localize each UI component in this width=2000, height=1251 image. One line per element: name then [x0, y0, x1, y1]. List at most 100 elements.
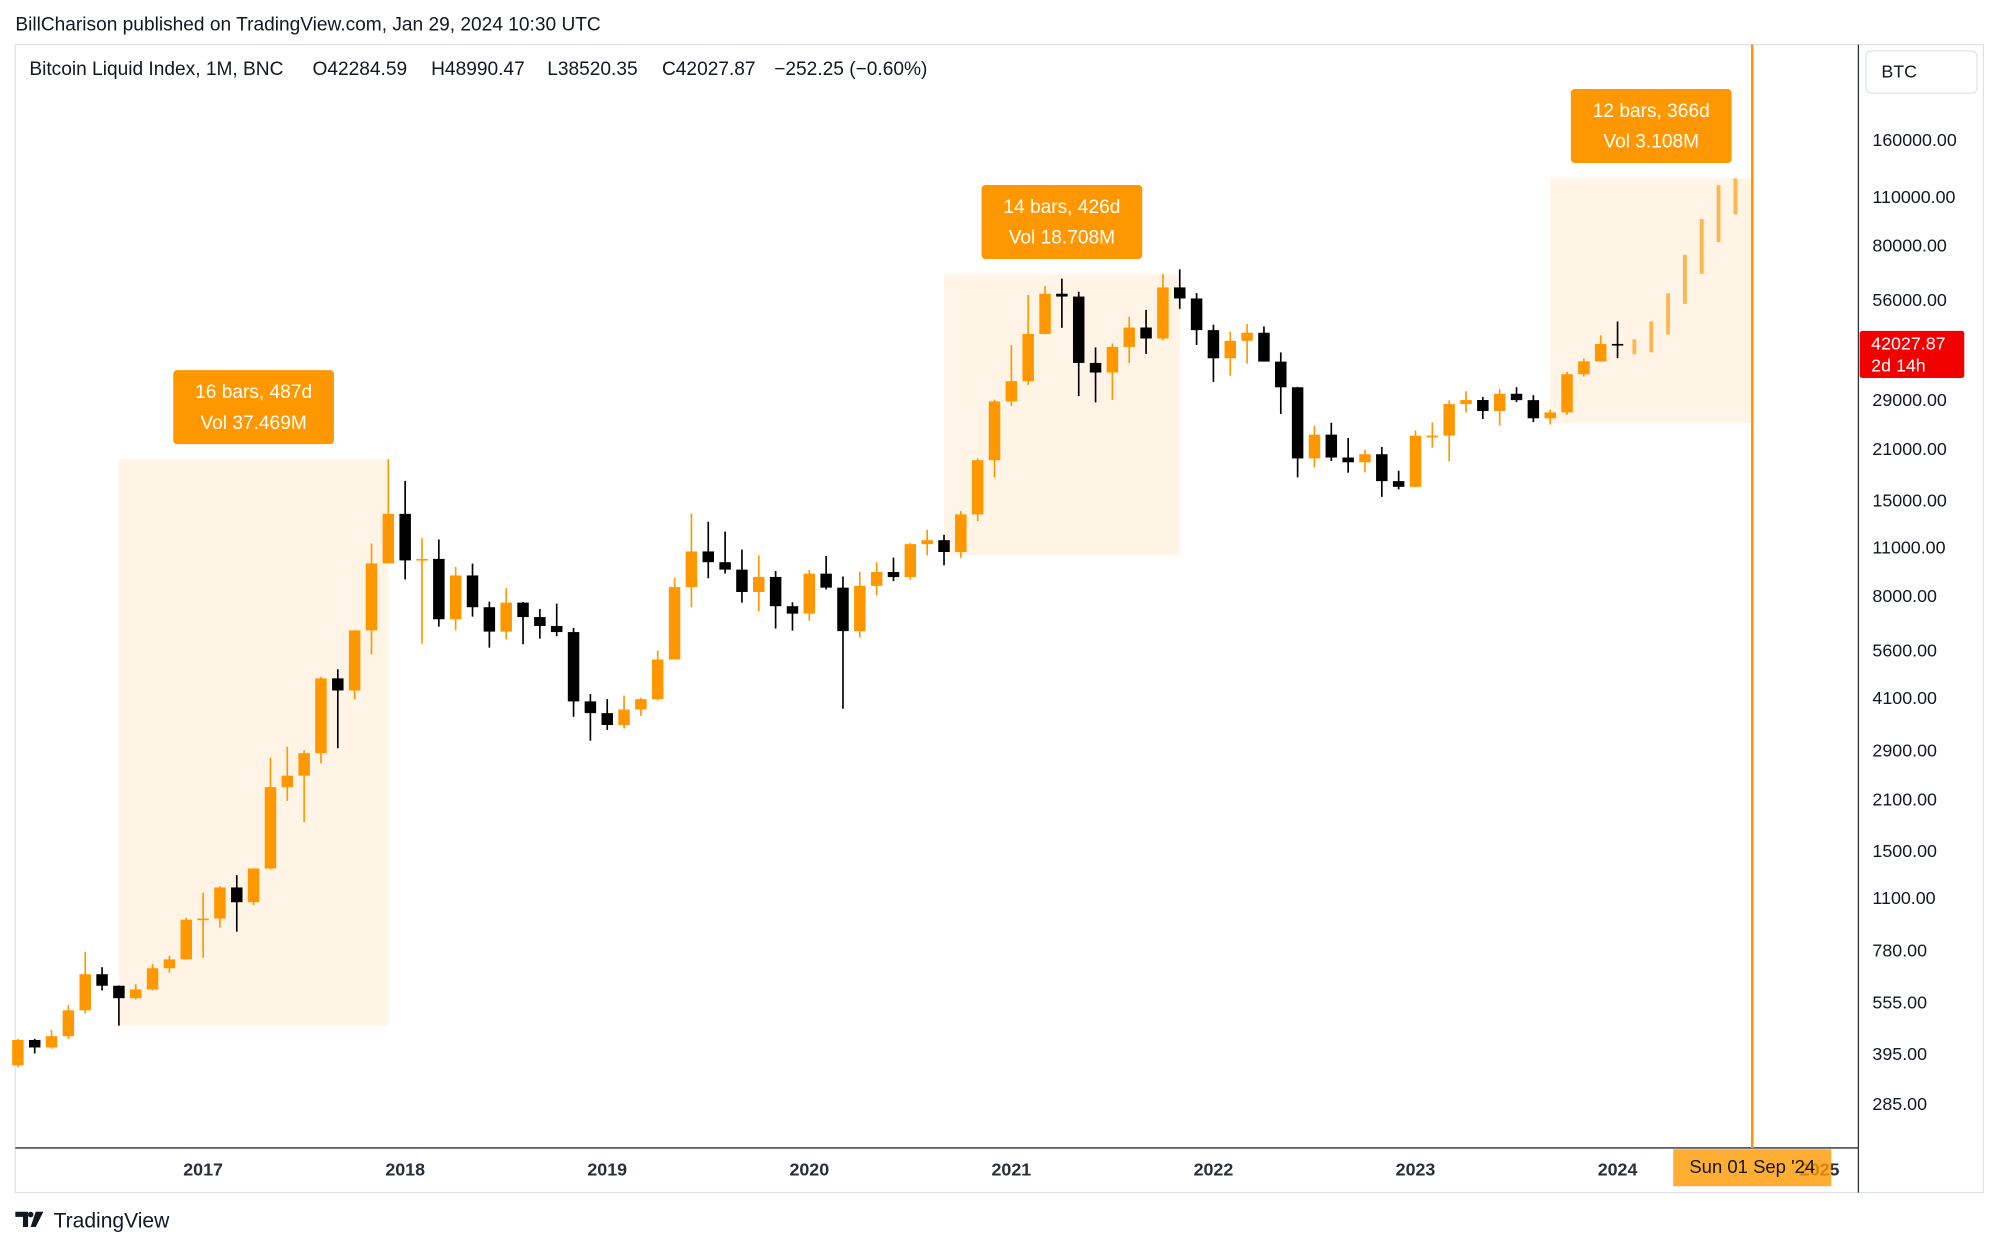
candle-body — [1258, 332, 1270, 362]
candle-body — [988, 401, 1001, 461]
candle-body — [1325, 434, 1338, 458]
projection-bar — [1666, 293, 1670, 335]
countdown-label: 2d 14h — [1871, 355, 1926, 375]
candle-body — [483, 607, 496, 632]
candle-body — [534, 617, 546, 626]
range-bars-label: 14 bars, 426d — [1003, 197, 1120, 218]
candle-body — [921, 540, 933, 545]
candle-body — [1056, 293, 1068, 297]
candle-body — [938, 540, 950, 552]
candle-body — [1443, 404, 1455, 436]
candle-body — [820, 573, 832, 588]
projection-bar — [1649, 321, 1654, 353]
range-label-box — [173, 370, 334, 445]
projection-bar — [1632, 339, 1637, 355]
range-box — [1550, 178, 1753, 424]
candle-body — [1409, 435, 1422, 487]
candle-body — [753, 576, 765, 592]
candle-body — [1241, 332, 1253, 341]
candle-body — [1359, 454, 1371, 463]
last-price-label: 42027.87 — [1871, 334, 1946, 354]
candle-body — [348, 630, 361, 691]
candle-body — [1089, 362, 1102, 373]
y-tick-label: 56000.00 — [1872, 290, 1947, 310]
range-volume-label: Vol 3.108M — [1603, 132, 1699, 153]
candle-body — [1106, 346, 1119, 373]
candle-body — [281, 775, 294, 788]
frame — [14, 44, 1985, 1194]
candle-body — [146, 968, 159, 990]
y-tick-label: 11000.00 — [1872, 538, 1945, 558]
x-tick-label: 2020 — [789, 1160, 829, 1180]
candle-body — [264, 787, 277, 869]
y-tick-label: 21000.00 — [1872, 439, 1947, 459]
range-volume-label: Vol 37.469M — [200, 413, 306, 434]
candle-body — [803, 573, 816, 614]
candle-body — [1527, 400, 1540, 419]
candle-body — [365, 563, 378, 631]
candle-body — [12, 1039, 24, 1066]
candle-body — [719, 562, 731, 570]
candle-body — [433, 558, 445, 620]
y-tick-label: 160000.00 — [1872, 130, 1956, 150]
candle-body — [1039, 293, 1051, 334]
candle-body — [736, 569, 748, 592]
x-tick-label: 2023 — [1396, 1160, 1436, 1180]
legend-close: C42027.87 — [662, 59, 756, 80]
candle-body — [567, 632, 580, 702]
x-tick-label: 2017 — [183, 1160, 223, 1180]
candle-body — [1308, 434, 1321, 459]
candle-body — [28, 1039, 41, 1048]
legend-low: L38520.35 — [547, 59, 637, 80]
candle-body — [1460, 400, 1472, 405]
projection-bar — [1699, 219, 1704, 274]
y-tick-label: 80000.00 — [1872, 236, 1947, 256]
candle-body — [601, 713, 613, 725]
y-tick-label: 1500.00 — [1872, 841, 1937, 861]
last-price-box — [1859, 330, 1965, 379]
y-tick-label: 15000.00 — [1872, 490, 1947, 510]
projection-bar — [1733, 178, 1738, 215]
legend-change: −252.25 (−0.60%) — [774, 59, 927, 80]
candle-body — [231, 887, 243, 903]
candle-body — [1140, 327, 1152, 339]
candle-body — [1123, 327, 1135, 347]
range-bars-label: 12 bars, 366d — [1593, 101, 1710, 122]
candle-body — [332, 678, 344, 691]
candle-body — [702, 551, 715, 563]
currency-box[interactable] — [1865, 50, 1978, 94]
candle-body — [1611, 343, 1624, 346]
candle-body — [449, 575, 462, 620]
candle-body — [1291, 387, 1304, 459]
currency-label[interactable]: BTC — [1881, 61, 1917, 81]
candle-body — [1072, 296, 1085, 363]
candle-body — [769, 576, 782, 607]
candle-body — [1224, 340, 1237, 359]
candle-body — [298, 753, 310, 776]
candle-body — [1544, 412, 1556, 419]
candle-body — [854, 585, 866, 632]
range-box — [118, 459, 389, 1026]
candle-body — [517, 602, 529, 618]
candle-body — [382, 513, 395, 564]
candle-body — [1594, 343, 1607, 362]
candle-body — [1578, 361, 1590, 375]
y-tick-label: 2900.00 — [1872, 741, 1937, 761]
candle-body — [1174, 287, 1186, 299]
candle-body — [1207, 330, 1220, 359]
candle-body — [668, 587, 681, 660]
candle-body — [837, 587, 849, 632]
candle-body — [685, 551, 698, 588]
candle-body — [62, 1010, 75, 1037]
candle-body — [1376, 454, 1388, 482]
candle-body — [130, 989, 142, 999]
y-tick-label: 2100.00 — [1872, 790, 1937, 810]
projection-bar — [1716, 185, 1721, 243]
candle-body — [500, 602, 512, 632]
candle-body — [1157, 287, 1169, 339]
brand-logo — [15, 1211, 44, 1228]
y-tick-label: 29000.00 — [1872, 390, 1947, 410]
candle-body — [416, 558, 428, 561]
x-tick-label: 2024 — [1598, 1160, 1638, 1180]
